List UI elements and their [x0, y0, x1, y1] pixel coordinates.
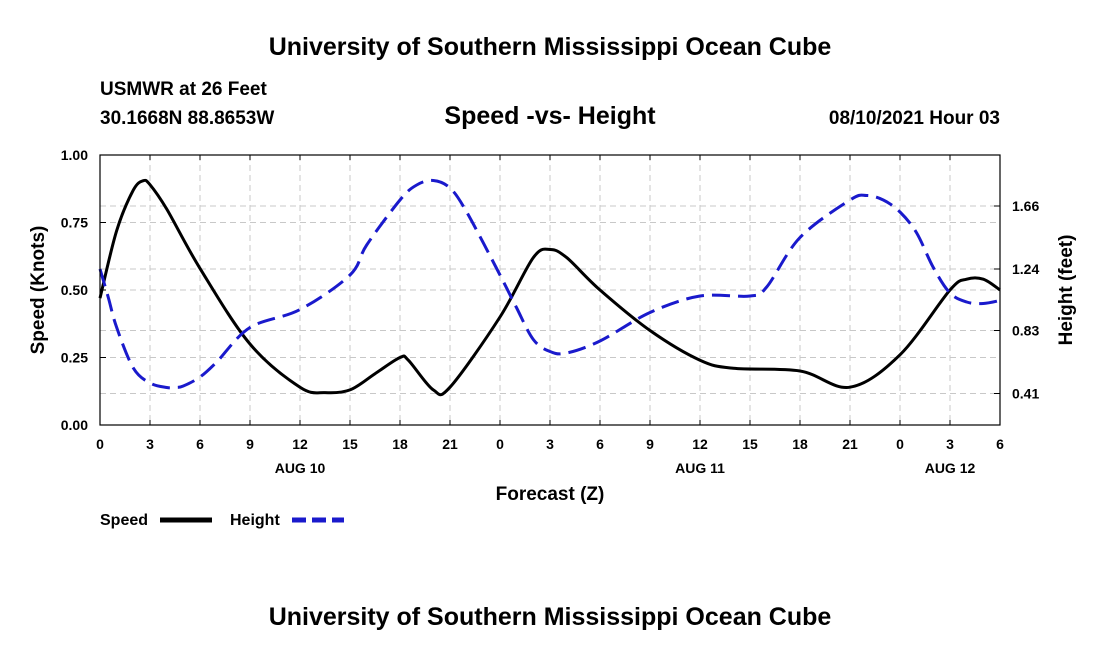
y-right-tick-label: 0.41	[1012, 386, 1039, 402]
y-right-tick-label: 1.24	[1012, 261, 1039, 277]
y-left-tick-label: 1.00	[61, 147, 88, 163]
x-tick-label: 6	[196, 436, 204, 452]
series-line-speed	[98, 178, 1001, 397]
x-tick-label: 3	[546, 436, 554, 452]
x-tick-label: 6	[596, 436, 604, 452]
date-label: AUG 10	[275, 460, 326, 476]
legend-height-label: Height	[230, 512, 280, 529]
legend: Speed Height	[100, 512, 344, 529]
ticks: 0 3 6 9 12 15 18 21 0 3 6 9 12 15 18 21 0 3 6 AUG 10 AUG 11 A…	[61, 147, 1040, 476]
x-tick-label: 18	[792, 436, 808, 452]
x-tick-label: 21	[442, 436, 458, 452]
x-tick-label: 18	[392, 436, 408, 452]
y-left-tick-label: 0.25	[61, 350, 88, 366]
legend-speed-label: Speed	[100, 512, 148, 529]
y-left-tick-label: 0.00	[61, 417, 88, 433]
x-tick-label: 0	[96, 436, 104, 452]
y-left-axis-title: Speed (Knots)	[28, 226, 49, 355]
y-left-tick-label: 0.50	[61, 282, 88, 298]
footer-title: University of Southern Mississippi Ocean…	[269, 603, 832, 631]
x-tick-label: 0	[896, 436, 904, 452]
series-line-height	[98, 178, 1001, 390]
x-axis-title: Forecast (Z)	[496, 484, 605, 505]
x-tick-label: 0	[496, 436, 504, 452]
series-group	[98, 178, 1001, 397]
x-tick-label: 12	[692, 436, 708, 452]
x-tick-label: 15	[742, 436, 758, 452]
date-label: AUG 11	[675, 460, 725, 476]
y-right-axis-title: Height (feet)	[1056, 235, 1077, 346]
datetime-label: 08/10/2021 Hour 03	[829, 108, 1000, 129]
y-right-tick-label: 1.66	[1012, 198, 1039, 214]
date-label: AUG 12	[925, 460, 976, 476]
coords-label: 30.1668N 88.8653W	[100, 108, 274, 129]
x-tick-label: 6	[996, 436, 1004, 452]
page-title: University of Southern Mississippi Ocean…	[269, 33, 832, 61]
x-tick-label: 9	[646, 436, 654, 452]
x-tick-label: 3	[946, 436, 954, 452]
x-tick-label: 15	[342, 436, 358, 452]
station-label: USMWR at 26 Feet	[100, 79, 267, 100]
x-tick-label: 3	[146, 436, 154, 452]
x-tick-label: 21	[842, 436, 858, 452]
x-tick-label: 9	[246, 436, 254, 452]
chart-title: Speed -vs- Height	[444, 102, 656, 130]
x-tick-label: 12	[292, 436, 308, 452]
y-left-tick-label: 0.75	[61, 215, 88, 231]
y-right-tick-label: 0.83	[1012, 323, 1039, 339]
